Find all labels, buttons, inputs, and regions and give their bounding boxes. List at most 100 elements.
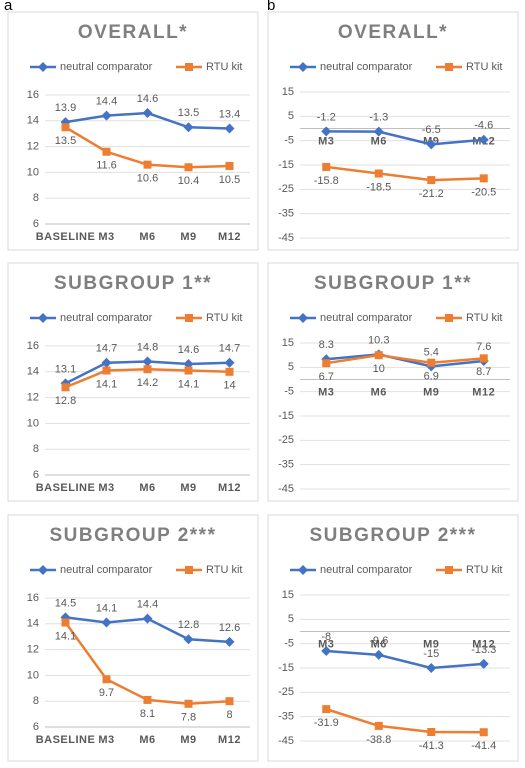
panel-frame: [7, 514, 259, 762]
x-tick-label: M12: [218, 482, 241, 494]
chart-title: OVERALL*: [338, 22, 448, 43]
data-label: 13.5: [55, 135, 76, 147]
legend-label: RTU kit: [206, 564, 242, 576]
y-tick-label: -25: [278, 434, 294, 446]
data-label: 12.6: [219, 622, 240, 634]
data-label: 10: [373, 363, 385, 375]
panel-frame: [267, 514, 519, 762]
chart-title: SUBGROUP 1**: [314, 273, 472, 294]
y-tick-label: 12: [27, 644, 39, 656]
data-label: -1.2: [317, 111, 336, 123]
data-label: 14.4: [137, 599, 158, 611]
marker: [224, 636, 235, 647]
data-label: -15: [423, 648, 439, 660]
marker: [102, 147, 111, 156]
y-tick-label: -25: [278, 686, 294, 698]
panel-frame: [7, 11, 259, 251]
data-label: 7.6: [476, 341, 491, 353]
marker: [102, 366, 111, 375]
marker: [101, 617, 112, 628]
data-label: 7.8: [181, 712, 196, 724]
marker: [321, 645, 332, 656]
marker: [479, 354, 488, 363]
marker: [61, 383, 70, 392]
marker: [224, 357, 235, 368]
y-tick-label: 10: [27, 417, 39, 429]
x-tick-label: M9: [180, 734, 196, 746]
marker: [184, 366, 193, 375]
marker: [374, 351, 383, 360]
data-label: 8: [226, 709, 232, 721]
panel-frame: [7, 262, 259, 502]
data-label: 12.8: [55, 395, 76, 407]
marker: [143, 695, 152, 704]
y-tick-label: 12: [27, 141, 39, 153]
marker: [225, 697, 234, 706]
x-tick-label: M3: [318, 135, 334, 147]
marker: [183, 122, 194, 133]
data-label: -18.5: [366, 181, 391, 193]
chart-title: OVERALL*: [78, 22, 188, 43]
y-tick-label: -35: [278, 208, 294, 220]
data-label: 13.5: [178, 107, 199, 119]
marker: [427, 358, 436, 367]
data-label: -38.8: [366, 734, 391, 746]
data-label: -9.6: [369, 635, 388, 647]
y-tick-label: 8: [33, 695, 39, 707]
data-label: 6.9: [424, 371, 439, 383]
data-label: 10.5: [219, 174, 240, 186]
legend-marker: [298, 565, 308, 575]
x-tick-label: M3: [98, 734, 114, 746]
legend-label: neutral comparator: [60, 61, 153, 73]
x-tick-label: M9: [180, 482, 196, 494]
x-tick-label: M6: [371, 135, 387, 147]
data-label: 13.9: [55, 102, 76, 114]
marker: [427, 727, 436, 736]
data-label: -41.3: [419, 740, 444, 752]
y-tick-label: 10: [27, 669, 39, 681]
marker: [427, 176, 436, 185]
series-line: [326, 353, 484, 368]
marker: [374, 169, 383, 178]
data-label: 5.4: [424, 346, 439, 358]
y-tick-label: -15: [278, 410, 294, 422]
data-label: 8.7: [476, 366, 491, 378]
marker: [142, 108, 153, 119]
y-tick-label: 8: [33, 192, 39, 204]
data-label: 8.1: [140, 708, 155, 720]
marker: [478, 658, 489, 669]
marker: [102, 675, 111, 684]
y-tick-label: 5: [288, 110, 294, 122]
x-tick-label: BASELINE: [36, 482, 96, 494]
legend-marker: [185, 314, 193, 322]
data-label: -1.3: [369, 112, 388, 124]
x-tick-label: M6: [139, 734, 155, 746]
x-tick-label: M9: [180, 231, 196, 243]
data-label: 8.3: [319, 339, 334, 351]
y-tick-label: -15: [278, 662, 294, 674]
marker: [225, 367, 234, 376]
legend-label: RTU kit: [466, 564, 502, 576]
data-label: 10.4: [178, 175, 199, 187]
legend-label: RTU kit: [206, 312, 242, 324]
marker: [143, 160, 152, 169]
data-label: -4.6: [474, 120, 493, 132]
y-tick-label: 14: [27, 366, 39, 378]
y-tick-label: -5: [284, 386, 294, 398]
data-label: -13.3: [471, 644, 496, 656]
y-tick-label: -45: [278, 232, 294, 244]
y-tick-label: -45: [278, 735, 294, 747]
marker: [101, 110, 112, 121]
marker: [225, 161, 234, 170]
y-tick-label: 10: [27, 166, 39, 178]
y-tick-label: 6: [33, 721, 39, 733]
marker: [426, 663, 437, 673]
x-tick-label: M9: [423, 386, 439, 398]
y-tick-label: 16: [27, 89, 39, 101]
legend-label: neutral comparator: [320, 312, 413, 324]
legend-label: RTU kit: [466, 61, 502, 73]
y-tick-label: -25: [278, 183, 294, 195]
y-tick-label: -5: [284, 135, 294, 147]
legend-marker: [38, 62, 48, 72]
y-tick-label: -35: [278, 711, 294, 723]
